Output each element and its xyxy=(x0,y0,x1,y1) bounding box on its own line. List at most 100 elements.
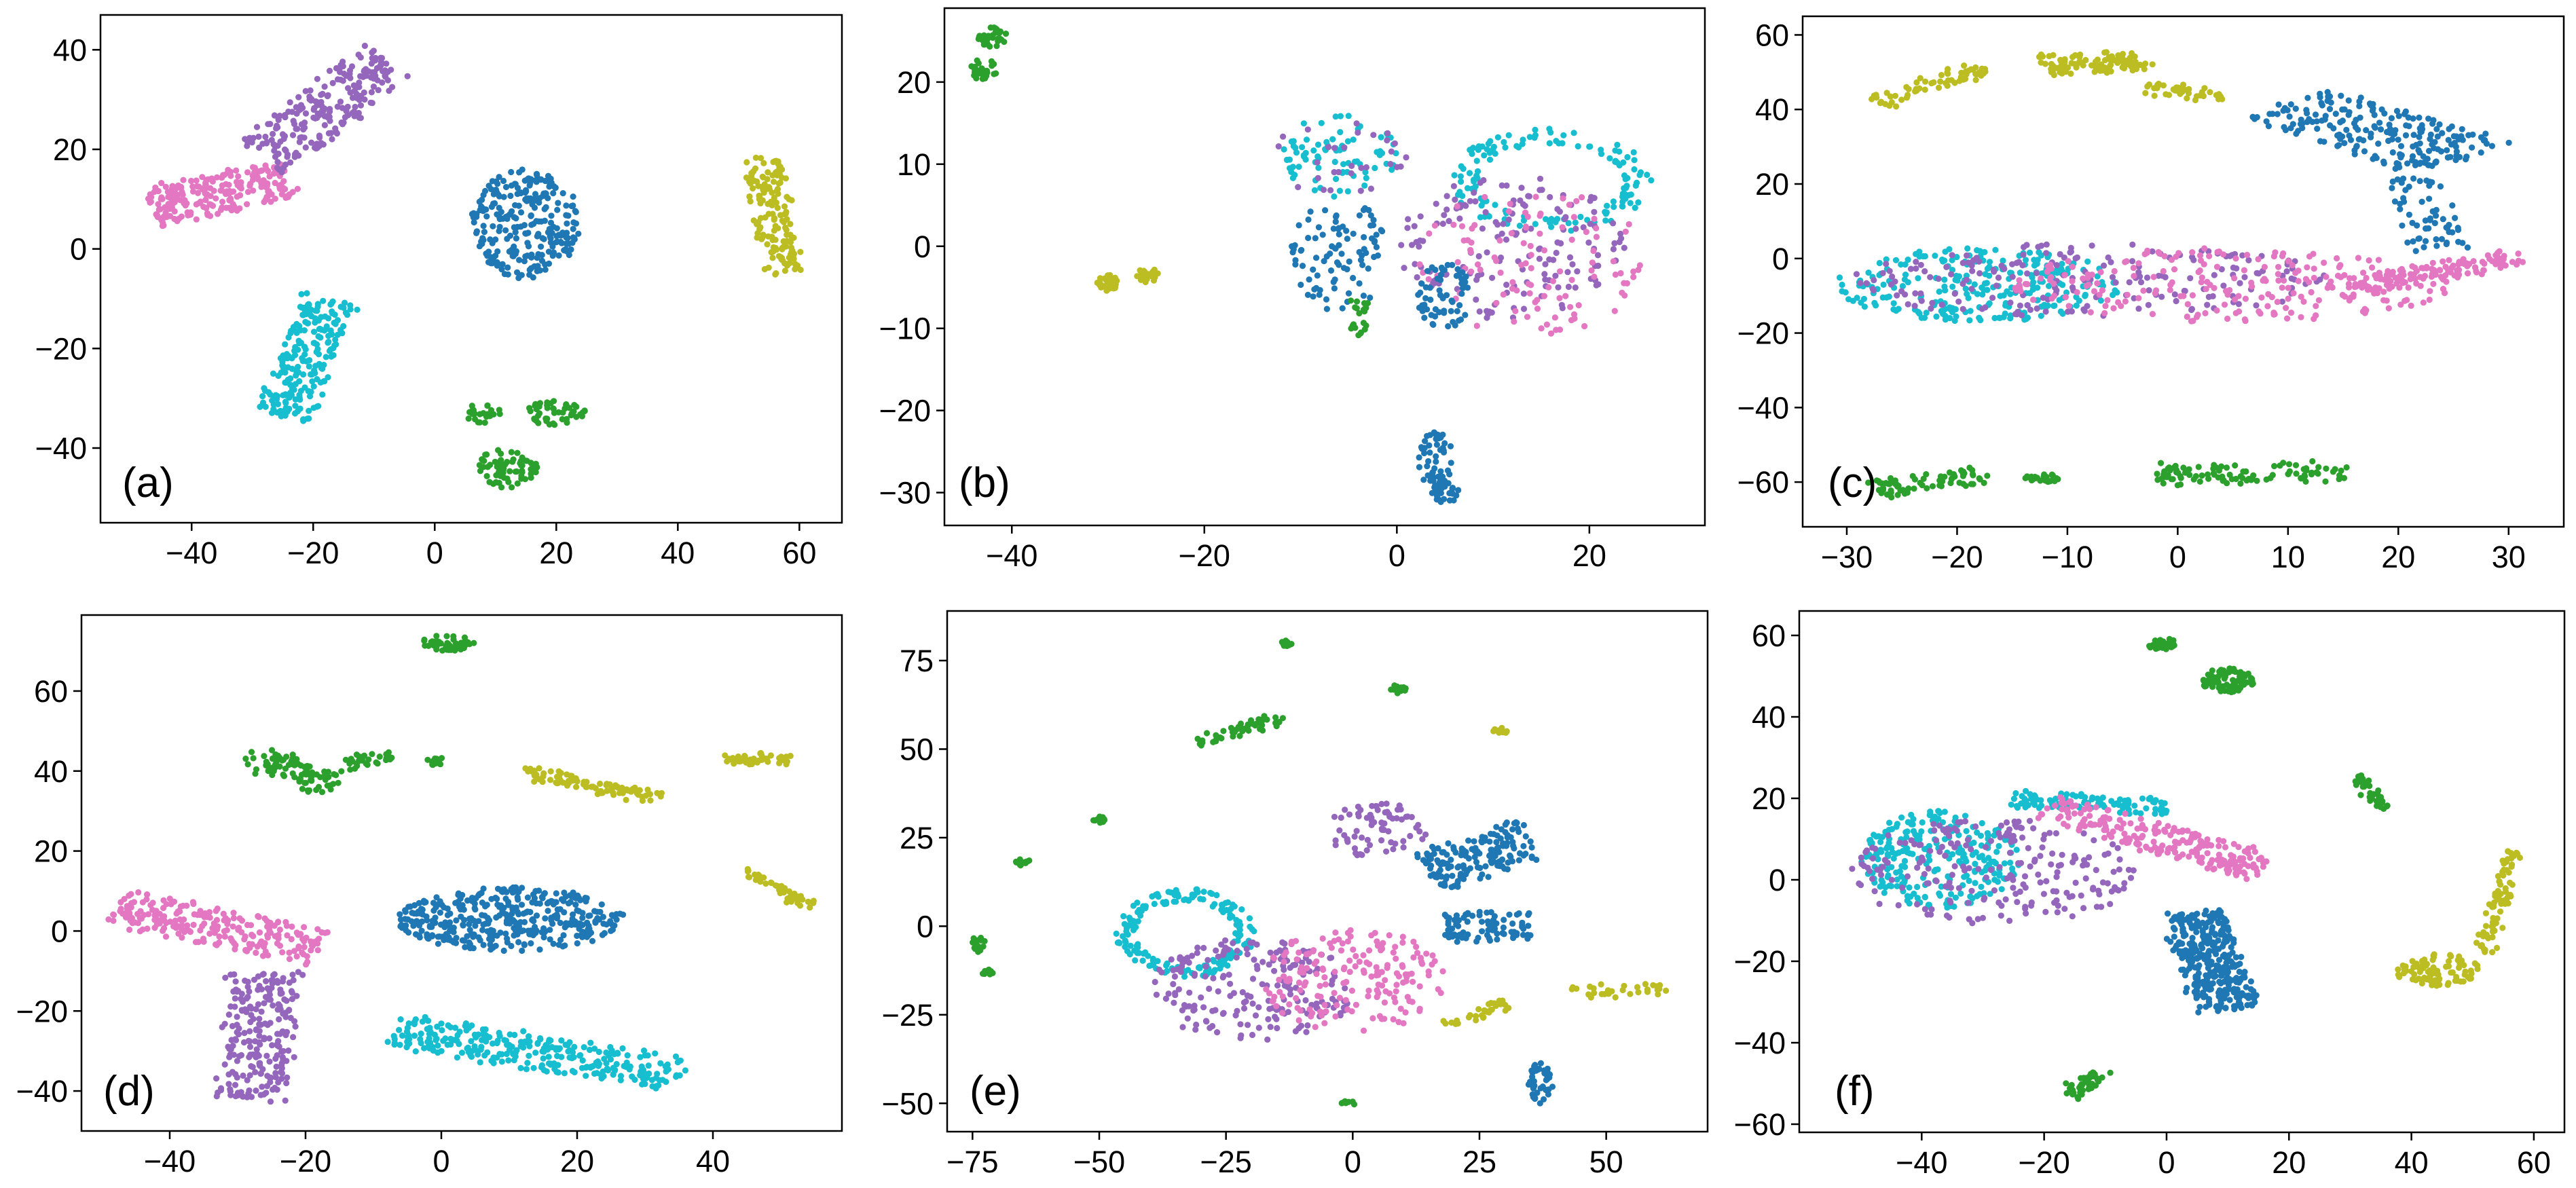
scatter-point xyxy=(348,756,354,762)
scatter-point xyxy=(762,880,769,887)
scatter-point xyxy=(1593,225,1600,231)
scatter-point xyxy=(2346,297,2353,304)
scatter-point xyxy=(2371,111,2378,118)
scatter-point xyxy=(2038,242,2045,249)
scatter-point xyxy=(180,177,187,183)
scatter-point xyxy=(2258,294,2265,301)
scatter-point xyxy=(551,409,558,416)
scatter-point xyxy=(253,949,259,957)
scatter-point xyxy=(2285,461,2293,468)
scatter-point xyxy=(206,909,213,916)
scatter-point xyxy=(216,933,223,940)
scatter-point xyxy=(2425,147,2433,154)
x-tick-label: 40 xyxy=(661,536,695,570)
scatter-point xyxy=(2444,154,2451,161)
scatter-point xyxy=(1893,308,1900,314)
scatter-point xyxy=(1313,255,1320,261)
scatter-point xyxy=(594,908,601,915)
scatter-point xyxy=(341,299,348,306)
scatter-point xyxy=(518,902,526,908)
scatter-point xyxy=(1403,154,1410,161)
scatter-point xyxy=(2285,284,2292,291)
scatter-point xyxy=(357,73,364,79)
scatter-point xyxy=(1998,262,2005,270)
scatter-point xyxy=(1459,193,1466,200)
scatter-points xyxy=(1836,49,2526,501)
scatter-point xyxy=(1343,227,1350,234)
scatter-point xyxy=(169,183,176,189)
scatter-point xyxy=(532,923,538,931)
scatter-point xyxy=(1338,250,1345,257)
scatter-point xyxy=(2441,290,2448,297)
scatter-point xyxy=(1621,244,1627,251)
scatter-point xyxy=(1503,236,1510,243)
scatter-point xyxy=(246,1038,253,1045)
scatter-point xyxy=(563,920,570,927)
scatter-point xyxy=(1292,257,1299,263)
cluster-green xyxy=(526,398,588,428)
scatter-point xyxy=(573,403,580,410)
scatter-point xyxy=(383,60,390,67)
scatter-point xyxy=(1631,166,1638,173)
scatter-point xyxy=(1610,198,1617,205)
scatter-point xyxy=(1355,129,1361,136)
scatter-point xyxy=(2343,126,2350,133)
scatter-point xyxy=(210,187,217,194)
scatter-point xyxy=(276,926,283,933)
scatter-point xyxy=(2243,468,2249,475)
scatter-point xyxy=(572,220,580,227)
scatter-point xyxy=(1344,266,1350,273)
scatter-point xyxy=(314,403,320,410)
scatter-point xyxy=(2084,274,2091,281)
scatter-point xyxy=(161,913,168,920)
scatter-point xyxy=(279,1054,286,1061)
scatter-point xyxy=(1964,291,1970,297)
scatter-point xyxy=(1314,272,1321,279)
scatter-point xyxy=(1556,295,1563,301)
scatter-point xyxy=(297,327,304,334)
scatter-point xyxy=(771,217,777,223)
scatter-point xyxy=(534,233,540,240)
scatter-point xyxy=(2151,92,2158,99)
scatter-point xyxy=(545,248,553,255)
scatter-point xyxy=(435,940,442,947)
scatter-point xyxy=(236,915,243,922)
scatter-point xyxy=(1107,272,1114,278)
scatter-point xyxy=(1458,291,1465,297)
scatter-point xyxy=(306,363,312,370)
scatter-point xyxy=(2402,297,2408,304)
scatter-point xyxy=(234,182,241,189)
y-tick-label: −60 xyxy=(1737,465,1789,500)
scatter-point xyxy=(282,114,289,121)
scatter-point xyxy=(560,897,567,904)
scatter-point xyxy=(441,904,447,911)
scatter-point xyxy=(289,365,295,373)
scatter-point xyxy=(282,161,289,168)
scatter-point xyxy=(242,933,249,940)
scatter-point xyxy=(2426,296,2433,303)
scatter-point xyxy=(1345,290,1353,297)
scatter-point xyxy=(1408,242,1416,248)
scatter-point xyxy=(383,756,390,764)
scatter-point xyxy=(356,96,363,103)
scatter-point xyxy=(1534,297,1541,303)
scatter-point xyxy=(1430,321,1437,328)
scatter-point xyxy=(558,240,566,246)
scatter-point xyxy=(2145,301,2152,308)
scatter-point xyxy=(1467,246,1474,253)
scatter-point xyxy=(1323,305,1330,312)
scatter-point xyxy=(2173,297,2179,305)
scatter-point xyxy=(1920,253,1927,260)
scatter-point xyxy=(2418,198,2425,205)
scatter-point xyxy=(1448,297,1455,304)
scatter-point xyxy=(1935,276,1942,282)
scatter-point xyxy=(492,479,500,486)
scatter-point xyxy=(314,308,320,314)
scatter-point xyxy=(373,759,380,766)
scatter-point xyxy=(1949,252,1955,259)
scatter-point xyxy=(433,633,440,639)
scatter-point xyxy=(291,386,297,393)
scatter-point xyxy=(2399,222,2406,229)
scatter-point xyxy=(2050,302,2057,310)
